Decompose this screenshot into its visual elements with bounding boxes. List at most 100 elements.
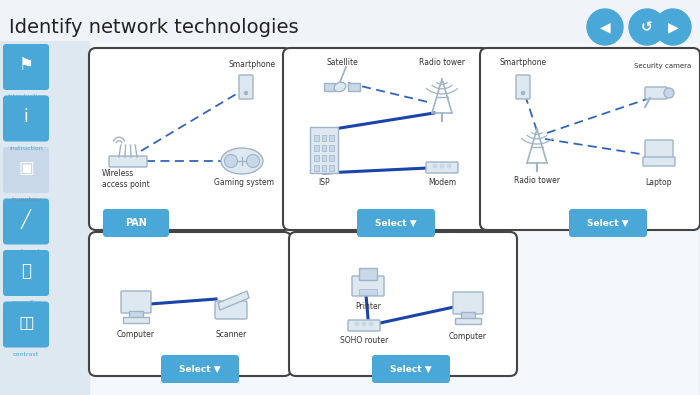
FancyBboxPatch shape [348, 320, 380, 331]
FancyBboxPatch shape [3, 301, 49, 348]
Text: magnifier: magnifier [11, 300, 41, 305]
FancyBboxPatch shape [359, 268, 377, 280]
Circle shape [433, 164, 437, 168]
Circle shape [522, 92, 524, 94]
Text: notepad: notepad [13, 248, 39, 254]
Text: ⚑: ⚑ [19, 56, 34, 74]
Text: Satellite: Satellite [326, 58, 358, 67]
Text: Smartphone: Smartphone [228, 60, 275, 69]
Text: Identify network technologies: Identify network technologies [9, 18, 299, 37]
FancyBboxPatch shape [3, 96, 49, 141]
Circle shape [440, 164, 444, 168]
FancyBboxPatch shape [103, 209, 169, 237]
FancyBboxPatch shape [329, 165, 334, 171]
FancyBboxPatch shape [0, 41, 90, 395]
FancyBboxPatch shape [314, 155, 319, 161]
Text: PAN: PAN [125, 218, 147, 228]
Text: Printer: Printer [355, 302, 381, 311]
Text: Laptop: Laptop [645, 178, 672, 187]
FancyBboxPatch shape [455, 318, 481, 324]
Text: Modem: Modem [428, 178, 456, 187]
Text: Radio tower: Radio tower [514, 176, 560, 185]
Text: instruction: instruction [9, 145, 43, 150]
FancyBboxPatch shape [329, 135, 334, 141]
FancyBboxPatch shape [329, 145, 334, 151]
FancyBboxPatch shape [91, 43, 698, 395]
FancyBboxPatch shape [329, 155, 334, 161]
FancyBboxPatch shape [453, 292, 483, 314]
Text: Computer: Computer [117, 330, 155, 339]
Circle shape [629, 9, 665, 45]
Text: ╱: ╱ [21, 210, 31, 229]
FancyBboxPatch shape [121, 291, 151, 313]
FancyBboxPatch shape [357, 209, 435, 237]
FancyBboxPatch shape [645, 87, 667, 99]
Circle shape [369, 322, 373, 326]
FancyBboxPatch shape [569, 209, 647, 237]
FancyBboxPatch shape [480, 48, 700, 230]
Text: SOHO router: SOHO router [340, 336, 388, 345]
FancyBboxPatch shape [289, 232, 517, 376]
FancyBboxPatch shape [352, 276, 384, 296]
Circle shape [246, 154, 260, 167]
Text: ▶: ▶ [668, 20, 678, 34]
Text: inventory: inventory [11, 197, 41, 202]
FancyBboxPatch shape [314, 165, 319, 171]
Text: ↺: ↺ [641, 20, 653, 34]
FancyBboxPatch shape [348, 83, 360, 91]
Text: i: i [24, 107, 28, 126]
FancyBboxPatch shape [645, 140, 673, 160]
FancyBboxPatch shape [314, 145, 319, 151]
Text: Select ▼: Select ▼ [179, 365, 220, 374]
Text: Security camera: Security camera [634, 63, 692, 69]
Text: ⌕: ⌕ [21, 262, 31, 280]
FancyBboxPatch shape [89, 232, 291, 376]
FancyBboxPatch shape [239, 75, 253, 99]
Text: Radio tower: Radio tower [419, 58, 465, 67]
Text: Select ▼: Select ▼ [390, 365, 432, 374]
Circle shape [355, 322, 359, 326]
FancyBboxPatch shape [310, 127, 338, 173]
Circle shape [655, 9, 691, 45]
FancyBboxPatch shape [109, 156, 147, 167]
Text: ◫: ◫ [18, 314, 34, 331]
Circle shape [362, 322, 366, 326]
FancyBboxPatch shape [123, 317, 149, 323]
FancyBboxPatch shape [321, 145, 326, 151]
Text: contrast: contrast [13, 352, 39, 357]
Text: Wireless
access point: Wireless access point [102, 169, 150, 189]
Text: Select ▼: Select ▼ [375, 218, 416, 228]
Circle shape [587, 9, 623, 45]
Text: ▣: ▣ [18, 159, 34, 177]
FancyBboxPatch shape [321, 135, 326, 141]
FancyBboxPatch shape [283, 48, 489, 230]
FancyBboxPatch shape [461, 312, 475, 319]
FancyBboxPatch shape [643, 157, 675, 166]
FancyBboxPatch shape [321, 165, 326, 171]
FancyBboxPatch shape [426, 162, 458, 173]
Text: ISP: ISP [318, 178, 330, 187]
Text: ◀: ◀ [600, 20, 610, 34]
Text: Scanner: Scanner [216, 330, 246, 339]
Ellipse shape [334, 82, 346, 92]
FancyBboxPatch shape [3, 199, 49, 245]
Text: Computer: Computer [449, 332, 487, 341]
Text: Select ▼: Select ▼ [587, 218, 629, 228]
FancyBboxPatch shape [314, 135, 319, 141]
Ellipse shape [221, 148, 263, 174]
FancyBboxPatch shape [129, 311, 143, 318]
Circle shape [664, 88, 674, 98]
FancyBboxPatch shape [161, 355, 239, 383]
Circle shape [244, 92, 248, 94]
Circle shape [447, 164, 451, 168]
FancyBboxPatch shape [3, 44, 49, 90]
FancyBboxPatch shape [3, 147, 49, 193]
FancyBboxPatch shape [321, 155, 326, 161]
FancyBboxPatch shape [215, 301, 247, 319]
FancyBboxPatch shape [359, 289, 377, 295]
Circle shape [225, 154, 237, 167]
Text: introduction: introduction [7, 94, 45, 99]
Text: Smartphone: Smartphone [499, 58, 547, 67]
FancyBboxPatch shape [324, 83, 336, 91]
Polygon shape [218, 291, 249, 310]
